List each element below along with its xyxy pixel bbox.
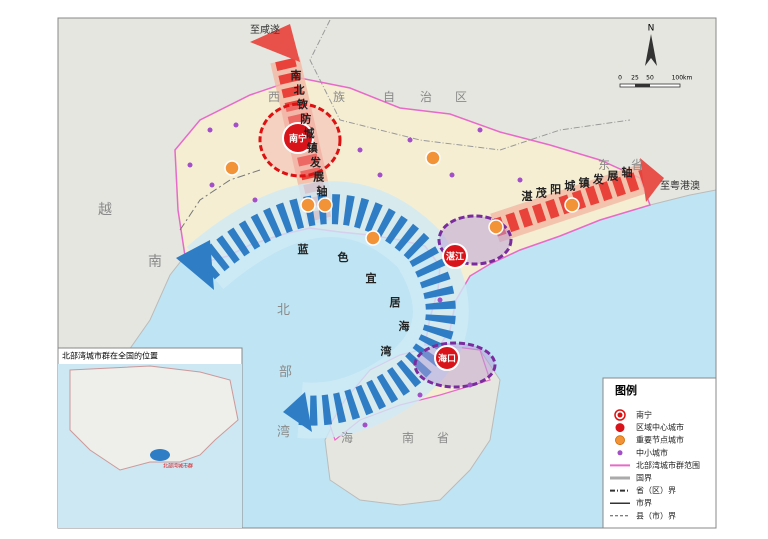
legend-label: 中小城市	[636, 447, 668, 457]
map-frame	[57, 17, 717, 529]
axis-stripes	[492, 169, 648, 237]
legend-label: 县（市）界	[636, 510, 676, 520]
arrow-head	[283, 392, 312, 432]
arrow-head	[640, 158, 664, 202]
compass-label: N	[648, 24, 655, 34]
legend-label: 南宁	[636, 410, 652, 420]
region-label: 越南	[98, 202, 162, 270]
axis-label: 南北钦防城镇发展轴	[291, 68, 328, 198]
city-marker	[434, 345, 460, 371]
region-label: 西族自治区	[268, 90, 467, 104]
compass	[645, 34, 657, 66]
axis-label: 湛茂阳城镇发展轴	[522, 165, 633, 203]
small-cities	[187, 122, 523, 428]
inset-title: 北部湾城市群在全国的位置	[62, 351, 158, 361]
scale-label: 50	[646, 75, 654, 82]
scale-label: 0	[618, 75, 622, 82]
legend-label: 区域中心城市	[636, 422, 684, 432]
city-marker	[442, 243, 468, 269]
legend-symbol	[617, 412, 623, 418]
scale-bar	[635, 84, 650, 87]
legend-symbol	[615, 423, 625, 433]
city-name: 湛江	[446, 251, 464, 263]
legend-label: 省（区）界	[636, 485, 676, 495]
scale-label: 25	[631, 75, 639, 82]
legend-label: 市界	[636, 498, 652, 508]
map-body	[58, 18, 716, 528]
scale-label: 100km	[672, 75, 693, 82]
inset-highlight	[150, 449, 170, 461]
legend-label: 国界	[636, 474, 652, 483]
legend-label: 北部湾城市群范围	[636, 460, 700, 470]
province-border	[309, 19, 631, 151]
node-cities	[224, 150, 580, 246]
legend-title: 图例	[615, 383, 637, 397]
legend-symbol	[617, 450, 623, 456]
region-label: 海南省	[341, 430, 449, 445]
national-border	[179, 169, 261, 231]
region-label: 北部湾	[277, 303, 292, 440]
inset-label: 北部湾城市群	[163, 463, 193, 470]
bay-stripes	[195, 194, 456, 426]
city-name: 海口	[438, 353, 456, 365]
axis-label: 蓝色宜居海湾	[298, 242, 410, 358]
legend: 图例 南宁区域中心城市重要节点城市中小城市北部湾城市群范围国界省（区）界市界县（…	[602, 377, 717, 529]
city-marker	[282, 122, 314, 154]
legend-label: 重要节点城市	[636, 435, 684, 445]
arrow-head	[250, 24, 300, 62]
destination-label: 至咸遂	[250, 23, 280, 36]
inset-land	[69, 365, 239, 471]
legend-symbol	[615, 435, 625, 446]
arrow-head	[176, 240, 214, 290]
region-label: 东省	[598, 158, 643, 172]
city-name: 南宁	[289, 133, 307, 145]
destination-label: 至粤港澳	[660, 179, 700, 192]
